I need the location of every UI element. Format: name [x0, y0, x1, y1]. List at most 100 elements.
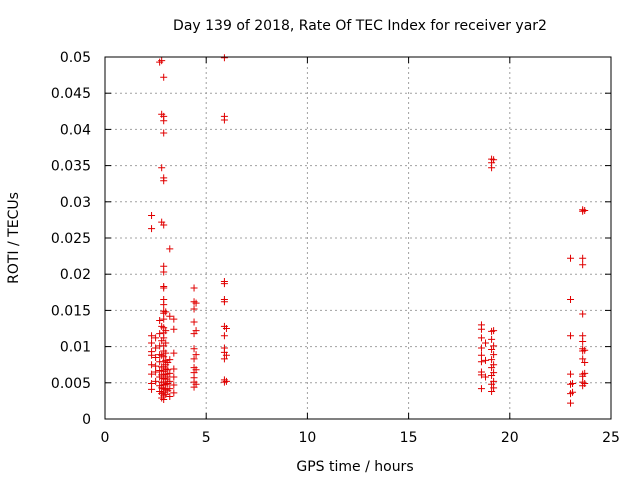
data-point — [581, 206, 589, 214]
data-point — [152, 344, 160, 352]
data-point — [160, 395, 168, 403]
data-point — [222, 325, 230, 332]
data-point — [162, 390, 170, 398]
data-point — [166, 385, 174, 393]
data-point — [477, 371, 485, 379]
data-point — [567, 254, 575, 262]
data-point — [222, 377, 230, 385]
data-point — [581, 346, 589, 354]
data-point — [567, 399, 575, 407]
data-point — [152, 353, 160, 361]
y-tick-label: 0.045 — [51, 86, 91, 102]
data-point — [477, 325, 485, 333]
data-point — [477, 385, 485, 393]
data-points — [148, 54, 589, 407]
data-point — [148, 212, 156, 220]
data-point — [148, 385, 156, 393]
data-point — [192, 380, 200, 388]
data-point — [222, 351, 230, 359]
data-point — [192, 366, 200, 374]
data-point — [581, 380, 589, 388]
data-point — [148, 370, 156, 378]
data-point — [482, 339, 490, 347]
data-point — [220, 116, 228, 124]
data-point — [158, 57, 166, 65]
data-point — [192, 299, 200, 307]
data-point — [170, 315, 178, 323]
data-point — [162, 327, 170, 335]
data-point — [160, 177, 168, 185]
data-point — [160, 129, 168, 137]
data-point — [170, 365, 178, 373]
y-tick-label: 0.04 — [60, 122, 91, 138]
data-point — [190, 318, 198, 326]
data-point — [569, 388, 577, 396]
x-tick-label: 10 — [298, 430, 316, 446]
data-point — [220, 298, 228, 306]
y-axis-title: ROTI / TECUs — [6, 192, 22, 284]
data-point — [477, 334, 485, 342]
data-point — [190, 345, 198, 353]
data-point — [170, 325, 178, 333]
data-point — [166, 393, 174, 401]
plot-frame — [104, 56, 612, 420]
data-point — [148, 332, 156, 340]
x-axis-title: GPS time / hours — [296, 459, 413, 475]
y-tick-label: 0.025 — [51, 231, 91, 247]
data-point — [482, 356, 490, 364]
data-point — [579, 254, 587, 262]
data-point — [166, 356, 174, 364]
data-point — [567, 296, 575, 304]
data-point — [579, 338, 587, 346]
data-point — [482, 373, 490, 381]
data-point — [579, 310, 587, 318]
data-point — [162, 339, 170, 347]
data-point — [190, 305, 198, 313]
x-tick-label: 20 — [501, 430, 519, 446]
data-point — [156, 330, 164, 338]
data-point — [160, 284, 168, 292]
data-point — [581, 359, 589, 367]
data-point — [170, 381, 178, 389]
data-point — [220, 54, 228, 62]
data-point — [490, 327, 498, 335]
data-point — [567, 332, 575, 340]
data-point — [160, 334, 168, 342]
y-tick-label: 0 — [82, 412, 91, 428]
data-point — [170, 373, 178, 381]
x-tick-label: 0 — [101, 430, 110, 446]
data-point — [158, 164, 166, 172]
data-point — [162, 349, 170, 357]
data-point — [579, 355, 587, 363]
y-tick-label: 0.035 — [51, 159, 91, 175]
data-point — [152, 377, 160, 385]
chart-title: Day 139 of 2018, Rate Of TEC Index for r… — [173, 18, 547, 34]
data-point — [490, 361, 498, 369]
data-point — [156, 317, 164, 325]
y-tick-label: 0.015 — [51, 303, 91, 319]
data-point — [170, 389, 178, 397]
data-point — [490, 377, 498, 385]
data-point — [166, 377, 174, 385]
x-tick-label: 5 — [202, 430, 211, 446]
data-point — [152, 334, 160, 342]
data-point — [220, 332, 228, 340]
data-point — [162, 308, 170, 316]
data-point — [490, 369, 498, 377]
data-point — [156, 366, 164, 374]
data-point — [160, 117, 168, 125]
data-point — [488, 356, 496, 364]
grid — [105, 57, 611, 419]
data-point — [190, 355, 198, 363]
data-point — [160, 221, 168, 229]
y-tick-label: 0.02 — [60, 267, 91, 283]
data-point — [166, 245, 174, 253]
data-point — [490, 351, 498, 359]
data-point — [160, 268, 168, 276]
x-tick-label: 15 — [400, 430, 418, 446]
data-point — [490, 156, 498, 164]
data-point — [220, 280, 228, 288]
x-tick-label: 25 — [602, 430, 620, 446]
data-point — [148, 225, 156, 233]
